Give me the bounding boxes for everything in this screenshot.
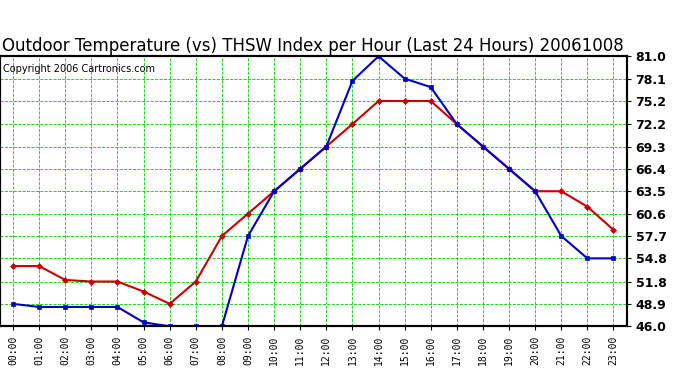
Title: Outdoor Temperature (vs) THSW Index per Hour (Last 24 Hours) 20061008: Outdoor Temperature (vs) THSW Index per … <box>2 37 624 55</box>
Text: Copyright 2006 Cartronics.com: Copyright 2006 Cartronics.com <box>3 64 155 74</box>
